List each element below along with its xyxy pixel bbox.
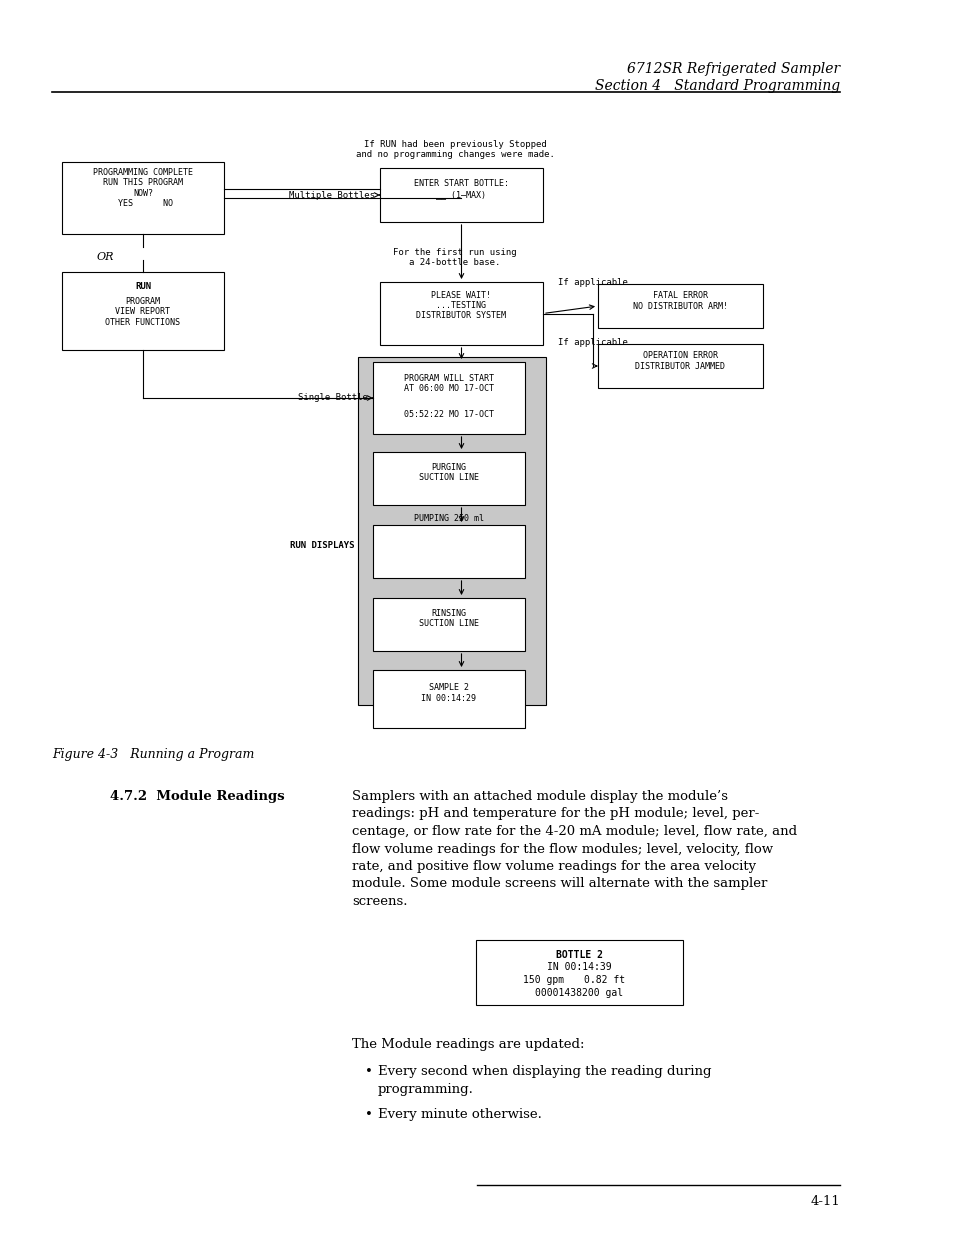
Text: ENTER START BOTTLE:
__ (1–MAX): ENTER START BOTTLE: __ (1–MAX) — [414, 179, 509, 199]
Bar — [62, 272, 224, 350]
Text: The Module readings are updated:: The Module readings are updated: — [352, 1037, 584, 1051]
Text: If RUN had been previously Stopped
and no programming changes were made.: If RUN had been previously Stopped and n… — [355, 140, 554, 159]
Text: PURGING
SUCTION LINE: PURGING SUCTION LINE — [418, 463, 478, 482]
Text: 4.7.2  Module Readings: 4.7.2 Module Readings — [110, 790, 284, 803]
Bar — [373, 525, 524, 578]
Text: PROGRAMMING COMPLETE
RUN THIS PROGRAM
NOW?
 YES      NO: PROGRAMMING COMPLETE RUN THIS PROGRAM NO… — [92, 168, 193, 209]
Text: 6712SR Refrigerated Sampler: 6712SR Refrigerated Sampler — [626, 62, 840, 77]
Text: centage, or flow rate for the 4-20 mA module; level, flow rate, and: centage, or flow rate for the 4-20 mA mo… — [352, 825, 797, 839]
Text: SAMPLE 2
IN 00:14:29: SAMPLE 2 IN 00:14:29 — [421, 683, 476, 703]
Text: Samplers with an attached module display the module’s: Samplers with an attached module display… — [352, 790, 727, 803]
Text: RINSING
SUCTION LINE: RINSING SUCTION LINE — [418, 609, 478, 629]
Bar — [373, 598, 524, 651]
Text: 0.82 ft: 0.82 ft — [584, 974, 625, 986]
Bar — [373, 671, 524, 727]
Bar — [62, 162, 224, 233]
Text: Every minute otherwise.: Every minute otherwise. — [377, 1108, 541, 1121]
Text: OR: OR — [96, 252, 113, 262]
Bar — [379, 168, 542, 222]
Text: 4-11: 4-11 — [809, 1195, 840, 1208]
Text: If applicable: If applicable — [558, 338, 627, 347]
Text: Single Bottle: Single Bottle — [297, 394, 368, 403]
Text: RUN DISPLAYS: RUN DISPLAYS — [291, 541, 355, 550]
Text: flow volume readings for the flow modules; level, velocity, flow: flow volume readings for the flow module… — [352, 842, 772, 856]
Text: •: • — [365, 1065, 373, 1078]
Bar — [373, 452, 524, 505]
Text: FATAL ERROR
NO DISTRIBUTOR ARM!: FATAL ERROR NO DISTRIBUTOR ARM! — [633, 291, 727, 311]
Text: PROGRAM
VIEW REPORT
OTHER FUNCTIONS: PROGRAM VIEW REPORT OTHER FUNCTIONS — [106, 296, 180, 327]
Bar — [598, 345, 762, 388]
Text: Section 4   Standard Programming: Section 4 Standard Programming — [595, 79, 840, 93]
Text: OPERATION ERROR
DISTRIBUTOR JAMMED: OPERATION ERROR DISTRIBUTOR JAMMED — [635, 351, 724, 370]
Text: PUMPING 250 ml: PUMPING 250 ml — [414, 514, 483, 522]
Text: BOTTLE 2: BOTTLE 2 — [556, 950, 602, 960]
Text: PLEASE WAIT!
...TESTING
DISTRIBUTOR SYSTEM: PLEASE WAIT! ...TESTING DISTRIBUTOR SYST… — [416, 290, 506, 320]
Bar — [598, 284, 762, 329]
Text: module. Some module screens will alternate with the sampler: module. Some module screens will alterna… — [352, 878, 766, 890]
Text: 05:52:22 MO 17-OCT: 05:52:22 MO 17-OCT — [403, 410, 494, 419]
Text: 150 gpm: 150 gpm — [523, 974, 564, 986]
Text: For the first run using
a 24-bottle base.: For the first run using a 24-bottle base… — [393, 248, 517, 268]
Text: RUN: RUN — [134, 282, 151, 291]
Text: Multiple Bottles: Multiple Bottles — [289, 190, 375, 200]
Text: •: • — [365, 1108, 373, 1121]
Text: Figure 4-3   Running a Program: Figure 4-3 Running a Program — [52, 748, 254, 761]
Text: rate, and positive flow volume readings for the area velocity: rate, and positive flow volume readings … — [352, 860, 756, 873]
Text: If applicable: If applicable — [558, 278, 627, 287]
Bar — [373, 362, 524, 433]
Bar — [357, 357, 545, 705]
Text: readings: pH and temperature for the pH module; level, per-: readings: pH and temperature for the pH … — [352, 808, 759, 820]
Bar — [476, 940, 682, 1005]
Bar — [379, 282, 542, 345]
Text: Every second when displaying the reading during: Every second when displaying the reading… — [377, 1065, 711, 1078]
Text: 00001438200 gal: 00001438200 gal — [535, 988, 623, 998]
Text: PROGRAM WILL START
AT 06:00 MO 17-OCT: PROGRAM WILL START AT 06:00 MO 17-OCT — [403, 374, 494, 394]
Text: IN 00:14:39: IN 00:14:39 — [547, 962, 611, 972]
Text: programming.: programming. — [377, 1083, 474, 1095]
Text: screens.: screens. — [352, 895, 407, 908]
